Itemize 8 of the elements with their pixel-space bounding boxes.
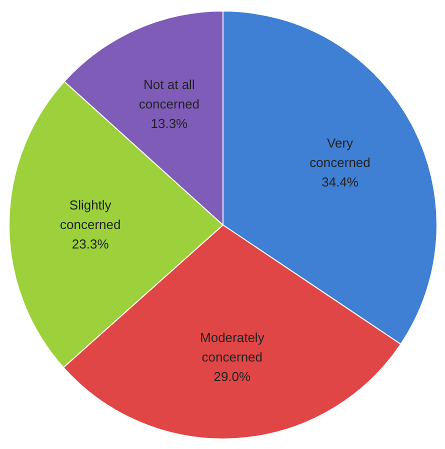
- data-label: 23.3%: [72, 236, 110, 252]
- data-label: 29.0%: [214, 369, 252, 384]
- slice-label: Slightly concerned: [60, 198, 121, 232]
- slice-label: Not at all concerned: [138, 76, 200, 112]
- data-label: 34.4%: [322, 174, 359, 190]
- slice-label: Moderately concerned: [200, 330, 265, 365]
- data-label: 13.3%: [150, 116, 188, 131]
- slice-label: Very concerned: [310, 136, 370, 170]
